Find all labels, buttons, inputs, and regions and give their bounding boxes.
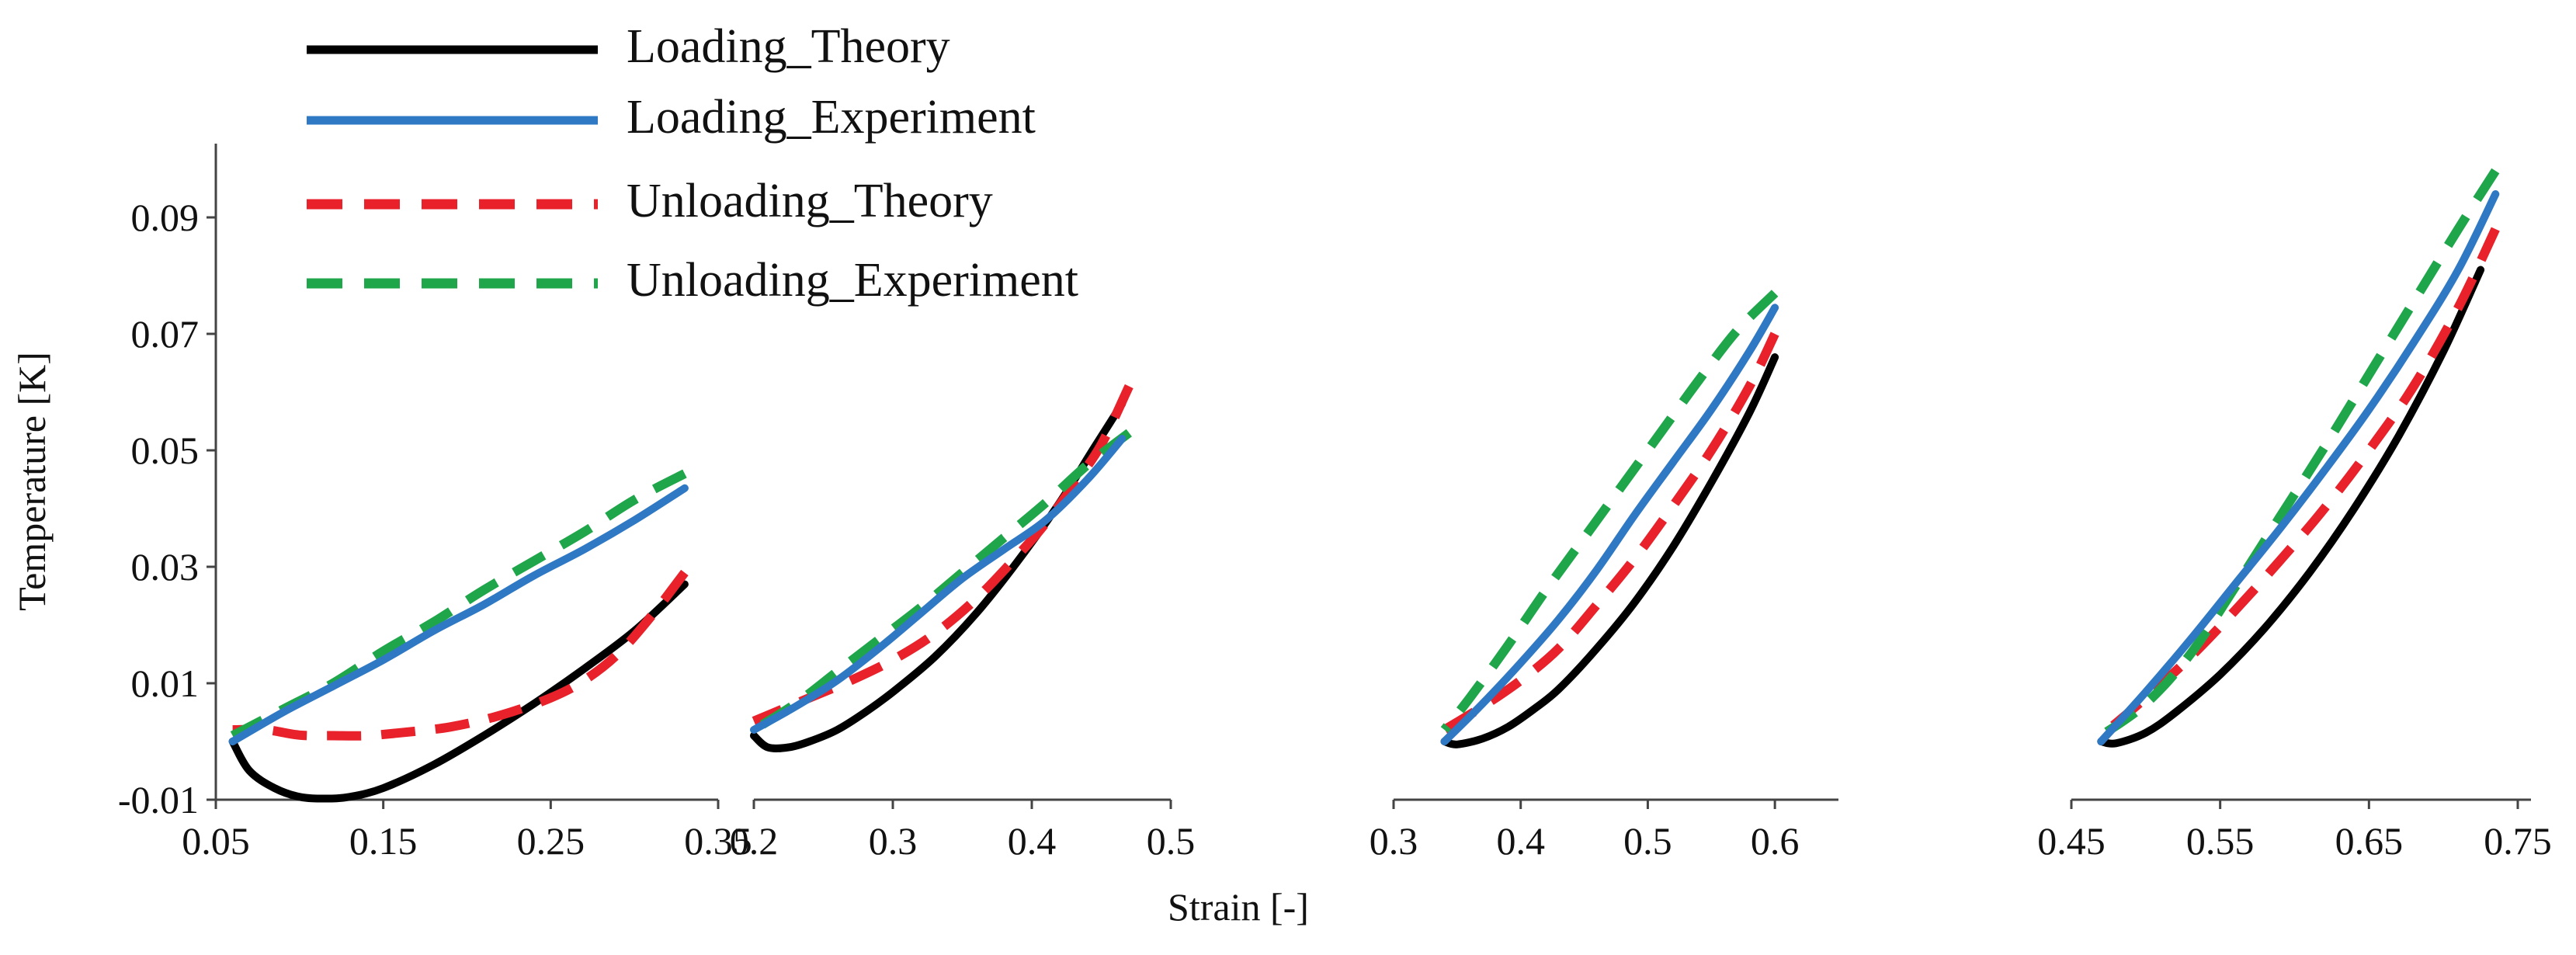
x-tick-label: 0.45 [2037,819,2106,863]
series-line-loading-experiment [750,435,1127,734]
x-axis-title: Strain [-] [1168,885,1309,929]
series-line-loading-experiment [2097,190,2500,745]
y-tick-label: 0.03 [131,545,200,589]
legend-entry-loading-theory: Loading_Theory [307,20,950,73]
legend-entry-loading-experiment: Loading_Experiment [307,91,1036,144]
series-line-unloading-experiment [1440,290,1779,733]
panel-4: 0.45 0.55 0.65 0.75 [2037,168,2552,863]
series-line-unloading-experiment [2098,168,2500,740]
x-tick-label: 0.55 [2186,819,2255,863]
legend-label-loading-theory: Loading_Theory [627,20,950,73]
x-tick-label: 0.6 [1751,819,1800,863]
x-tick-label: 0.65 [2335,819,2404,863]
y-axis: 0.09 0.07 0.05 0.03 0.01 -0.01 [118,144,217,821]
series-line-loading-theory [228,580,689,803]
legend-label-loading-experiment: Loading_Experiment [627,91,1036,144]
legend-entry-unloading-experiment: Unloading_Experiment [307,254,1078,307]
y-axis-title: Temperature [K] [10,352,54,611]
legend-label-unloading-theory: Unloading_Theory [627,175,993,227]
series-line-loading-theory [1440,353,1779,748]
x-tick-label: 0.4 [1008,819,1057,863]
x-tick-label: 0.25 [517,819,585,863]
y-tick-label: 0.09 [131,196,200,239]
y-tick-label: 0.01 [131,662,200,705]
x-tick-label: 0.15 [349,819,418,863]
legend-label-unloading-experiment: Unloading_Experiment [627,254,1078,307]
panel-3: 0.3 0.4 0.5 0.6 [1370,290,1838,863]
x-tick-label: 0.3 [1370,819,1418,863]
y-ticks: 0.09 0.07 0.05 0.03 0.01 -0.01 [118,196,216,821]
series-line-unloading-theory [232,569,689,741]
panels: 0.05 0.15 0.25 0.350.2 0.3 0.4 0.5 0.3 0.4 0.5 0.6… [182,168,2552,863]
series-line-loading-experiment [1440,304,1779,745]
y-tick-label: -0.01 [118,778,199,821]
x-tick-label: 0.75 [2484,819,2552,863]
x-tick-label: 0.4 [1496,819,1545,863]
y-tick-label: 0.05 [131,429,200,472]
series-line-loading-experiment [228,484,689,745]
x-tick-label: 0.5 [1147,819,1196,863]
x-tick-label: 0.35 [684,819,752,863]
x-tick-label: 0.3 [869,819,918,863]
x-tick-label: 0.2 [730,819,779,863]
series-line-unloading-theory [2098,227,2500,740]
legend-entry-unloading-theory: Unloading_Theory [307,175,993,227]
series-line-unloading-theory [1442,332,1779,734]
panel-1: 0.05 0.15 0.25 0.35 [182,469,752,863]
y-tick-label: 0.07 [131,312,200,356]
panel-2: 0.2 0.3 0.4 0.5 [730,384,1196,863]
series-line-loading-theory [2097,266,2485,748]
series-line-unloading-experiment [751,429,1132,734]
x-tick-label: 0.5 [1623,819,1672,863]
x-tick-label: 0.05 [182,819,250,863]
legend: Loading_Theory Loading_Experiment Unload… [307,20,1078,307]
